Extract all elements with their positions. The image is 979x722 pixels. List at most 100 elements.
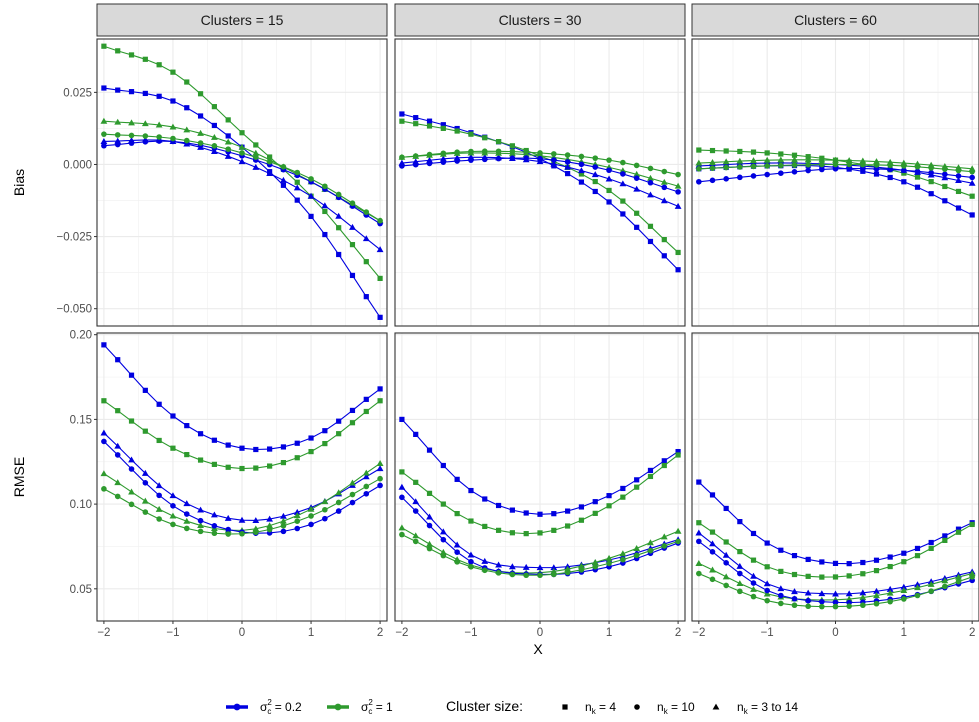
data-point: [819, 603, 825, 610]
data-point: [280, 522, 287, 529]
data-point: [398, 483, 406, 490]
data-point: [293, 508, 301, 515]
data-point: [620, 494, 626, 500]
data-point: [363, 259, 369, 265]
data-point: [267, 463, 273, 469]
data-point: [426, 160, 433, 167]
data-point: [509, 571, 516, 578]
data-point: [901, 179, 907, 185]
data-point: [914, 553, 921, 559]
data-point: [155, 482, 163, 489]
data-point: [537, 511, 543, 517]
data-point: [674, 182, 682, 189]
data-point: [266, 158, 273, 165]
data-point: [578, 562, 585, 569]
data-point: [969, 521, 975, 528]
data-point: [294, 169, 301, 176]
data-point: [737, 148, 743, 155]
data-point: [791, 552, 798, 559]
data-point: [184, 423, 190, 429]
data-point: [605, 554, 613, 561]
data-point: [225, 526, 231, 533]
data-point: [764, 597, 770, 604]
data-point: [592, 164, 599, 170]
data-point: [750, 585, 757, 592]
data-point: [224, 138, 232, 145]
data-point: [252, 517, 260, 524]
data-point: [142, 479, 149, 486]
y-tick-label: 0.15: [70, 414, 92, 426]
data-point: [606, 157, 612, 163]
data-point: [764, 171, 770, 178]
data-point: [564, 569, 571, 576]
data-point: [377, 217, 383, 224]
data-point: [349, 200, 356, 207]
data-point: [647, 174, 654, 181]
data-point: [454, 158, 460, 164]
data-point: [805, 603, 811, 610]
data-point: [873, 171, 880, 177]
data-point: [141, 120, 149, 127]
data-point: [928, 165, 934, 171]
data-point: [495, 527, 502, 533]
data-point: [115, 48, 121, 54]
data-point: [169, 123, 177, 130]
data-point: [955, 529, 962, 535]
data-point: [969, 174, 975, 181]
data-point: [660, 197, 668, 204]
legend-label: nk = 3 to 14: [737, 700, 798, 716]
data-point: [805, 556, 811, 563]
legend-title: Cluster size:: [446, 698, 523, 714]
data-point: [606, 167, 612, 174]
data-point: [266, 526, 273, 533]
data-point: [969, 193, 975, 199]
data-point: [426, 151, 433, 158]
data-point: [280, 512, 287, 519]
data-point: [764, 163, 770, 169]
data-point: [592, 155, 599, 161]
data-point: [901, 163, 907, 169]
data-point: [914, 184, 921, 190]
panel-border: [394, 38, 686, 327]
data-point: [723, 582, 729, 589]
x-tick-label: −2: [395, 627, 408, 639]
data-point: [818, 590, 826, 597]
data-point: [170, 69, 176, 75]
data-point: [170, 521, 176, 528]
data-point: [723, 148, 729, 154]
data-point: [128, 501, 135, 508]
data-point: [661, 184, 668, 191]
data-point: [551, 151, 557, 157]
data-point: [860, 571, 866, 577]
x-tick-label: −1: [464, 627, 477, 639]
data-point: [592, 499, 598, 505]
data-point: [722, 551, 730, 558]
data-point: [377, 482, 383, 489]
data-point: [170, 98, 176, 104]
data-point: [335, 191, 342, 198]
data-point: [197, 140, 204, 146]
data-point: [509, 148, 516, 155]
data-point: [468, 518, 474, 524]
data-point: [778, 151, 784, 157]
data-point: [495, 148, 502, 155]
data-point: [537, 155, 543, 162]
data-point: [778, 162, 784, 169]
data-point: [805, 597, 811, 604]
data-point: [914, 545, 921, 552]
data-point: [723, 560, 729, 566]
data-point: [968, 570, 976, 577]
data-point: [900, 587, 908, 594]
data-point: [750, 557, 757, 563]
data-point: [294, 525, 301, 532]
data-point: [114, 132, 121, 138]
data-point: [413, 431, 419, 437]
y-tick-label: 0.10: [70, 499, 92, 511]
y-tick-label: 0.20: [70, 330, 92, 342]
data-point: [955, 205, 962, 211]
data-point: [736, 580, 744, 587]
y-tick-label: −0.025: [57, 232, 93, 244]
data-point: [955, 578, 962, 585]
data-point: [564, 159, 571, 165]
data-point: [100, 137, 108, 144]
